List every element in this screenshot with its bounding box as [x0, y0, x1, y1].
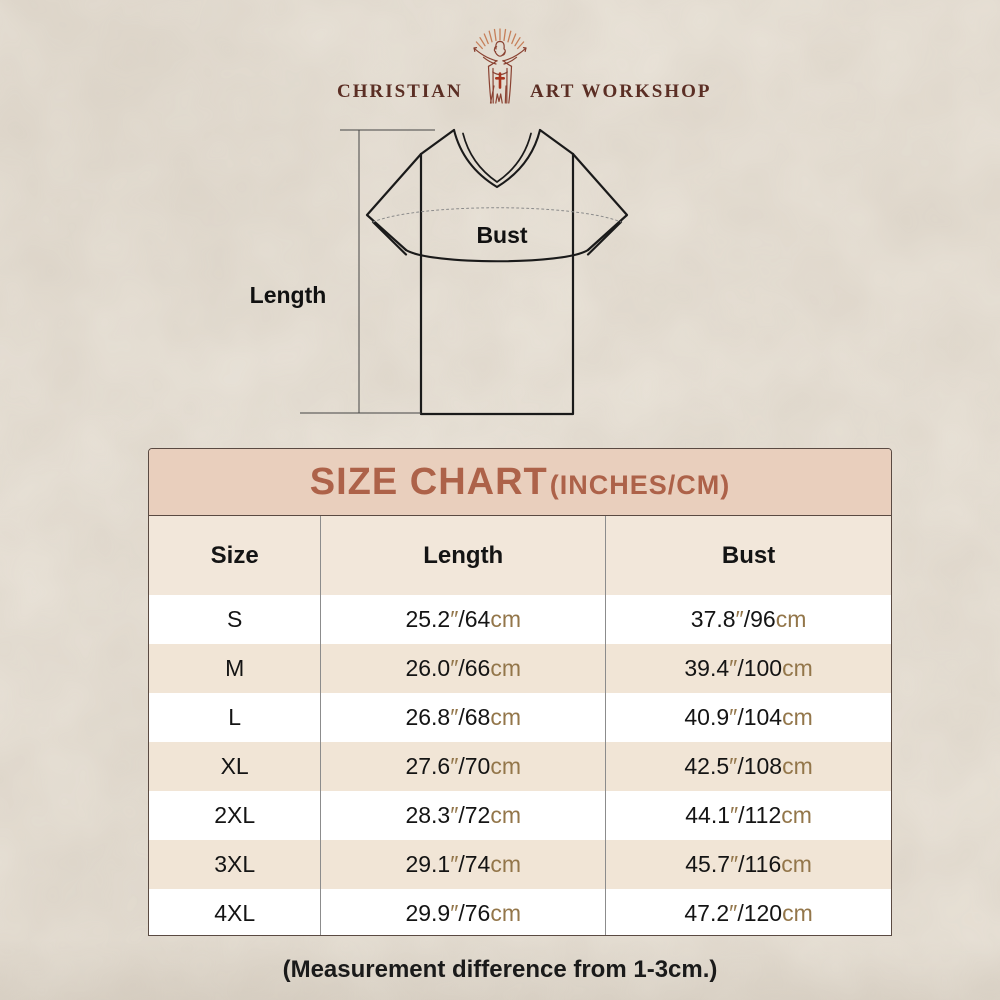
svg-text:Length: Length — [250, 282, 327, 308]
svg-text:Bust: Bust — [476, 222, 527, 248]
